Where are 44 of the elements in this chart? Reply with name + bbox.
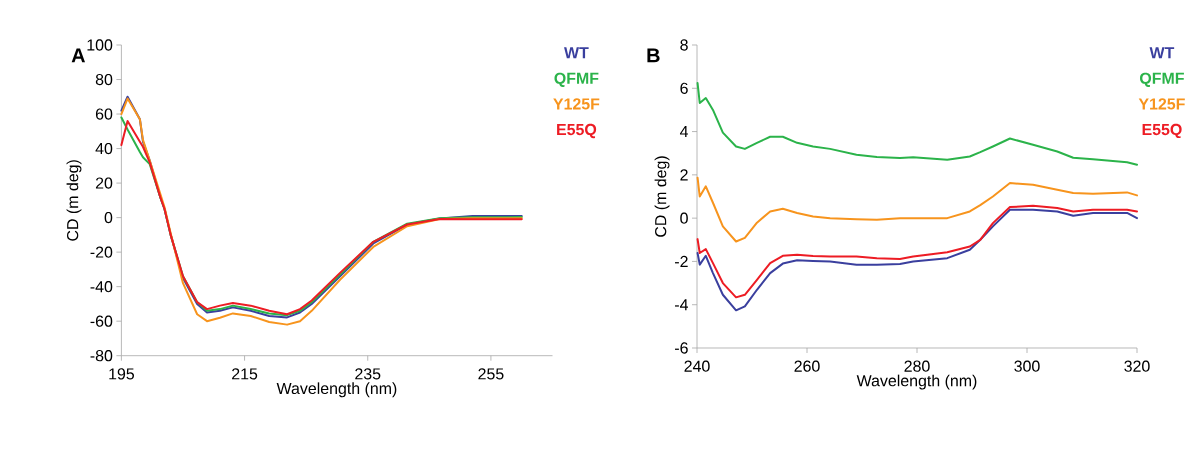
x-axis-title: Wavelength (nm) xyxy=(856,374,977,390)
x-tick-label: 240 xyxy=(684,360,710,372)
x-tick-label: 300 xyxy=(1014,360,1040,372)
text: Y125F xyxy=(553,98,600,110)
y-tick-label: 6 xyxy=(680,82,688,94)
x-tick-label: 255 xyxy=(478,368,504,380)
chart-title: B xyxy=(647,48,660,63)
y-tick-label: 8 xyxy=(680,39,688,51)
text: WT xyxy=(1149,47,1175,59)
text: QFMF xyxy=(554,72,599,87)
y-tick-label: 60 xyxy=(95,108,113,120)
y-tick-label: 0 xyxy=(104,211,113,224)
y-tick-label: -80 xyxy=(90,350,113,362)
text: E55Q xyxy=(1142,123,1182,139)
text: QFMF xyxy=(1140,72,1184,87)
line-series xyxy=(696,208,1138,312)
y-tick-label: -40 xyxy=(90,281,113,293)
y-tick-label: -4 xyxy=(675,299,689,311)
text: E55Q xyxy=(557,123,597,139)
y-tick-label: -6 xyxy=(675,342,688,354)
y-axis-title: CD (m deg) xyxy=(66,160,82,241)
y-tick-label: 20 xyxy=(95,177,113,189)
y-axis-title: CD (m deg) xyxy=(654,156,670,237)
x-tick-label: 215 xyxy=(232,368,258,380)
x-tick-label: 235 xyxy=(355,368,381,380)
y-tick-label: -20 xyxy=(90,246,113,258)
y-tick-label: -2 xyxy=(675,255,688,267)
line-series xyxy=(696,82,1138,166)
y-tick-label: 4 xyxy=(679,126,689,138)
text: Y125F xyxy=(1138,98,1185,110)
y-tick-label: 0 xyxy=(680,212,688,224)
x-tick-label: 195 xyxy=(109,368,135,380)
line-series xyxy=(696,204,1138,299)
x-axis-title: Wavelength (nm) xyxy=(276,382,397,398)
x-tick-label: 280 xyxy=(904,360,930,372)
y-tick-label: 40 xyxy=(95,142,113,155)
y-tick-label: -60 xyxy=(90,315,113,327)
y-tick-label: 80 xyxy=(95,73,113,86)
y-tick-label: 100 xyxy=(87,39,113,51)
x-tick-label: 320 xyxy=(1124,360,1150,372)
text: WT xyxy=(564,47,589,59)
x-tick-label: 260 xyxy=(794,360,820,372)
y-tick-label: 2 xyxy=(680,169,688,181)
chart-title: A xyxy=(71,48,86,63)
